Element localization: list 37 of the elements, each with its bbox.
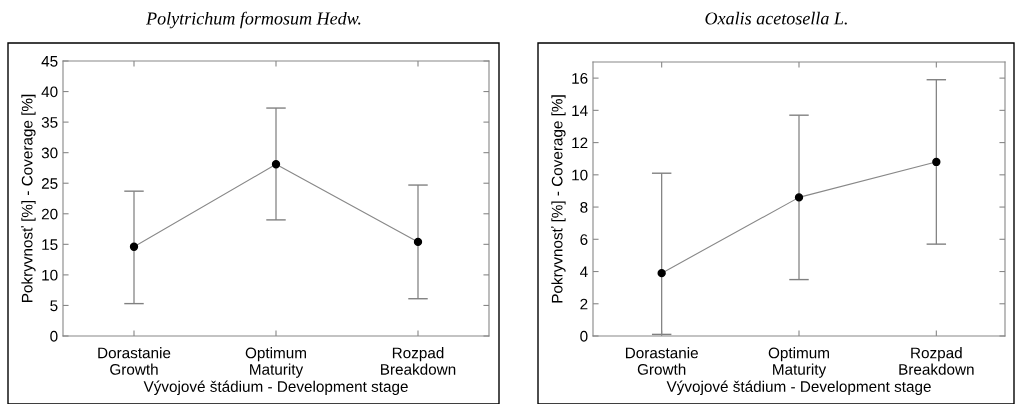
y-tick-label: 30	[41, 147, 58, 159]
x-tick-label: Dorastanie Growth	[98, 347, 171, 375]
y-tick-label: 45	[41, 56, 58, 67]
y-tick-label: 12	[572, 137, 588, 149]
chart-title: Polytrichum formosum Hedw.	[145, 11, 361, 29]
point	[271, 160, 281, 169]
y-axis-title: Pokryvnosť [%] - Coverage [%]	[551, 95, 566, 303]
chart-title: Oxalis acetosella L.	[705, 11, 847, 25]
y-tick-label: 5	[50, 300, 58, 312]
y-tick-label: 2	[580, 298, 588, 310]
point	[413, 237, 423, 247]
y-tick-label: 14	[572, 105, 588, 116]
y-tick-label: 0	[50, 330, 58, 342]
y-tick-label: 8	[580, 201, 588, 213]
y-axis-title: Pokryvnosť [%] - Coverage [%]	[21, 94, 36, 302]
y-tick-label: 10	[42, 269, 58, 281]
y-tick-label: 15	[42, 239, 58, 251]
y-tick-label: 4	[579, 266, 588, 278]
x-tick-label: Rozpad Breakdown	[899, 347, 974, 375]
y-tick-label: 16	[572, 72, 588, 84]
point	[794, 193, 804, 202]
x-axis-title: Vývojové štádium - Development stage	[666, 380, 931, 396]
y-tick-label: 35	[41, 116, 58, 128]
x-tick-label: Optimum Maturity	[245, 347, 306, 378]
y-tick-label: 25	[41, 178, 58, 189]
x-tick-label: Optimum Maturity	[768, 347, 829, 378]
x-axis-title: Vývojové štádium - Development stage	[143, 380, 408, 396]
x-tick-label: Dorastanie Growth	[625, 347, 698, 375]
y-tick-label: 20	[41, 208, 58, 220]
point	[932, 157, 941, 167]
y-tick-label: 40	[41, 86, 58, 98]
y-tick-label: 6	[580, 234, 588, 245]
point	[129, 242, 139, 251]
y-tick-label: 10	[572, 169, 588, 181]
y-tick-label: 0	[580, 330, 588, 342]
point	[657, 268, 666, 278]
x-tick-label: Rozpad Breakdown	[381, 347, 456, 375]
